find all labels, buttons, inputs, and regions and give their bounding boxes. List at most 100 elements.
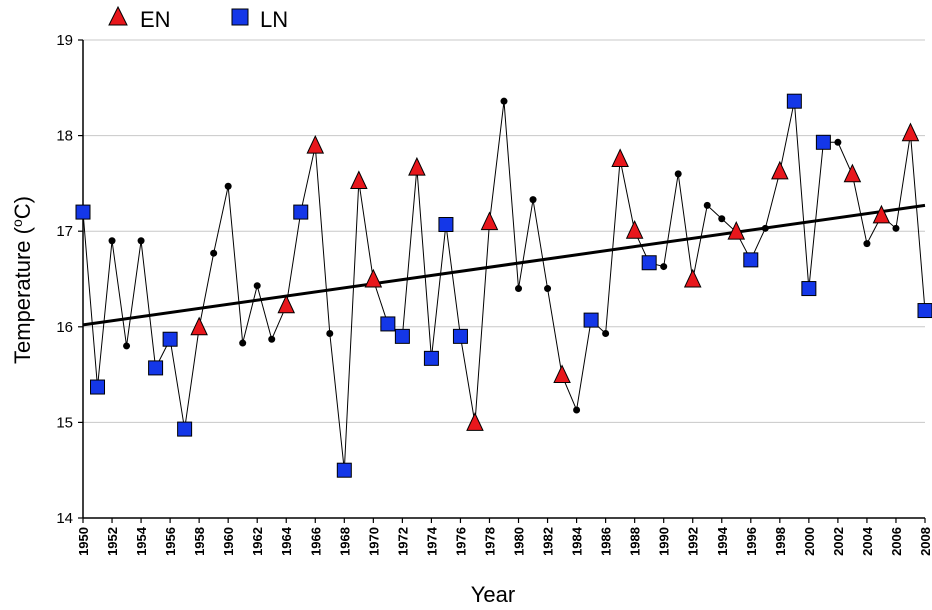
data-point-ln <box>75 204 91 220</box>
trendline <box>82 203 926 327</box>
x-tick-label: 1966 <box>308 527 323 556</box>
y-axis-title-degree: o <box>9 219 25 227</box>
data-point-neutral <box>123 342 131 350</box>
data-point-neutral <box>863 240 871 248</box>
data-point-neutral <box>515 285 523 293</box>
marker-group <box>75 93 932 478</box>
x-tick-label: 1994 <box>715 526 730 556</box>
x-tick-label: 1982 <box>541 527 556 556</box>
data-point-neutral <box>674 170 682 178</box>
data-point-ln <box>801 281 817 297</box>
x-tick-label: 1956 <box>163 527 178 556</box>
data-point-ln <box>148 360 164 376</box>
data-point-ln <box>177 421 193 437</box>
data-point-en <box>480 211 499 231</box>
x-tick-label: 1992 <box>686 527 701 556</box>
x-tick-label: 1996 <box>744 527 759 556</box>
data-point-en <box>364 268 383 288</box>
y-tick-label: 19 <box>56 32 73 49</box>
x-tick-label: 1980 <box>512 527 527 556</box>
y-tick-label: 18 <box>56 128 73 145</box>
data-point-ln <box>423 350 439 366</box>
y-axis-title: Temperature (oC) <box>9 196 35 364</box>
data-point-neutral <box>210 249 218 257</box>
data-point-neutral <box>660 263 668 271</box>
x-axis-title: Year <box>471 582 515 607</box>
data-point-ln <box>380 316 396 332</box>
data-point-ln <box>815 134 831 150</box>
data-point-en <box>901 122 920 142</box>
x-tick-label: 2002 <box>831 527 846 556</box>
y-tick-group: 14 15 16 17 18 19 <box>56 32 83 527</box>
legend-ln-marker <box>231 8 249 26</box>
y-tick-label: 17 <box>56 223 73 240</box>
data-point-neutral <box>718 215 726 223</box>
data-point-neutral <box>529 196 537 204</box>
data-point-en <box>553 364 571 384</box>
data-point-en <box>872 204 891 224</box>
x-tick-label: 1976 <box>453 527 468 556</box>
data-point-neutral <box>239 339 247 347</box>
x-tick-label: 1962 <box>250 527 265 556</box>
data-point-en <box>843 163 862 183</box>
x-tick-label: 1972 <box>395 527 410 556</box>
data-point-neutral <box>253 282 261 290</box>
x-tick-label: 1974 <box>424 526 439 556</box>
data-point-neutral <box>224 182 232 190</box>
y-tick-label: 15 <box>56 414 73 431</box>
x-tick-label: 1970 <box>366 527 381 556</box>
x-tick-label: 1960 <box>221 527 236 556</box>
data-point-neutral <box>761 224 769 232</box>
data-point-en <box>350 170 368 189</box>
data-point-ln <box>162 331 178 347</box>
data-point-en <box>771 160 789 180</box>
data-point-ln <box>438 217 454 233</box>
data-point-neutral <box>573 406 581 414</box>
data-point-ln <box>786 93 802 109</box>
data-point-en <box>408 156 426 176</box>
legend-en-marker <box>108 5 128 26</box>
data-point-neutral <box>108 237 116 245</box>
data-point-neutral <box>703 201 711 209</box>
data-point-en <box>277 294 296 314</box>
data-point-en <box>727 220 746 240</box>
x-tick-label: 2000 <box>802 527 817 556</box>
data-point-ln <box>743 252 759 268</box>
x-tick-label: 2008 <box>918 527 932 556</box>
series-line-group <box>82 101 926 471</box>
x-tick-label: 1954 <box>134 526 149 556</box>
data-point-neutral <box>268 335 276 343</box>
legend: EN LN <box>108 5 288 32</box>
data-point-ln <box>336 462 352 478</box>
data-point-ln <box>917 303 932 319</box>
y-tick-label: 14 <box>56 510 73 527</box>
x-tick-label: 1964 <box>279 526 294 556</box>
x-tick-label: 1958 <box>192 527 207 556</box>
y-tick-label: 16 <box>56 319 73 336</box>
data-point-ln <box>90 379 106 395</box>
x-tick-label: 1950 <box>76 527 91 556</box>
data-point-en <box>611 148 629 167</box>
data-point-en <box>306 134 325 154</box>
x-tick-label: 1986 <box>599 527 614 556</box>
data-point-neutral <box>834 138 842 146</box>
x-tick-label: 1984 <box>570 526 585 556</box>
y-axis-title-suffix: C) <box>10 196 35 219</box>
data-point-en <box>190 316 208 336</box>
data-point-neutral <box>137 237 145 245</box>
x-tick-label: 1952 <box>105 527 120 556</box>
data-point-en <box>625 220 644 239</box>
legend-ln-label: LN <box>260 7 288 32</box>
data-point-neutral <box>326 329 334 337</box>
data-point-ln <box>394 328 410 344</box>
x-tick-label: 1988 <box>628 527 643 556</box>
data-point-neutral <box>544 285 552 293</box>
data-point-ln <box>583 312 599 328</box>
gridlines <box>83 39 925 423</box>
data-point-ln <box>452 328 468 344</box>
data-point-ln <box>293 204 309 220</box>
data-point-neutral <box>892 224 900 232</box>
x-tick-label: 1990 <box>657 527 672 556</box>
x-tick-group: 1950 1952 1954 1956 1958 1960 1962 1964 1966 1968… <box>76 518 932 556</box>
